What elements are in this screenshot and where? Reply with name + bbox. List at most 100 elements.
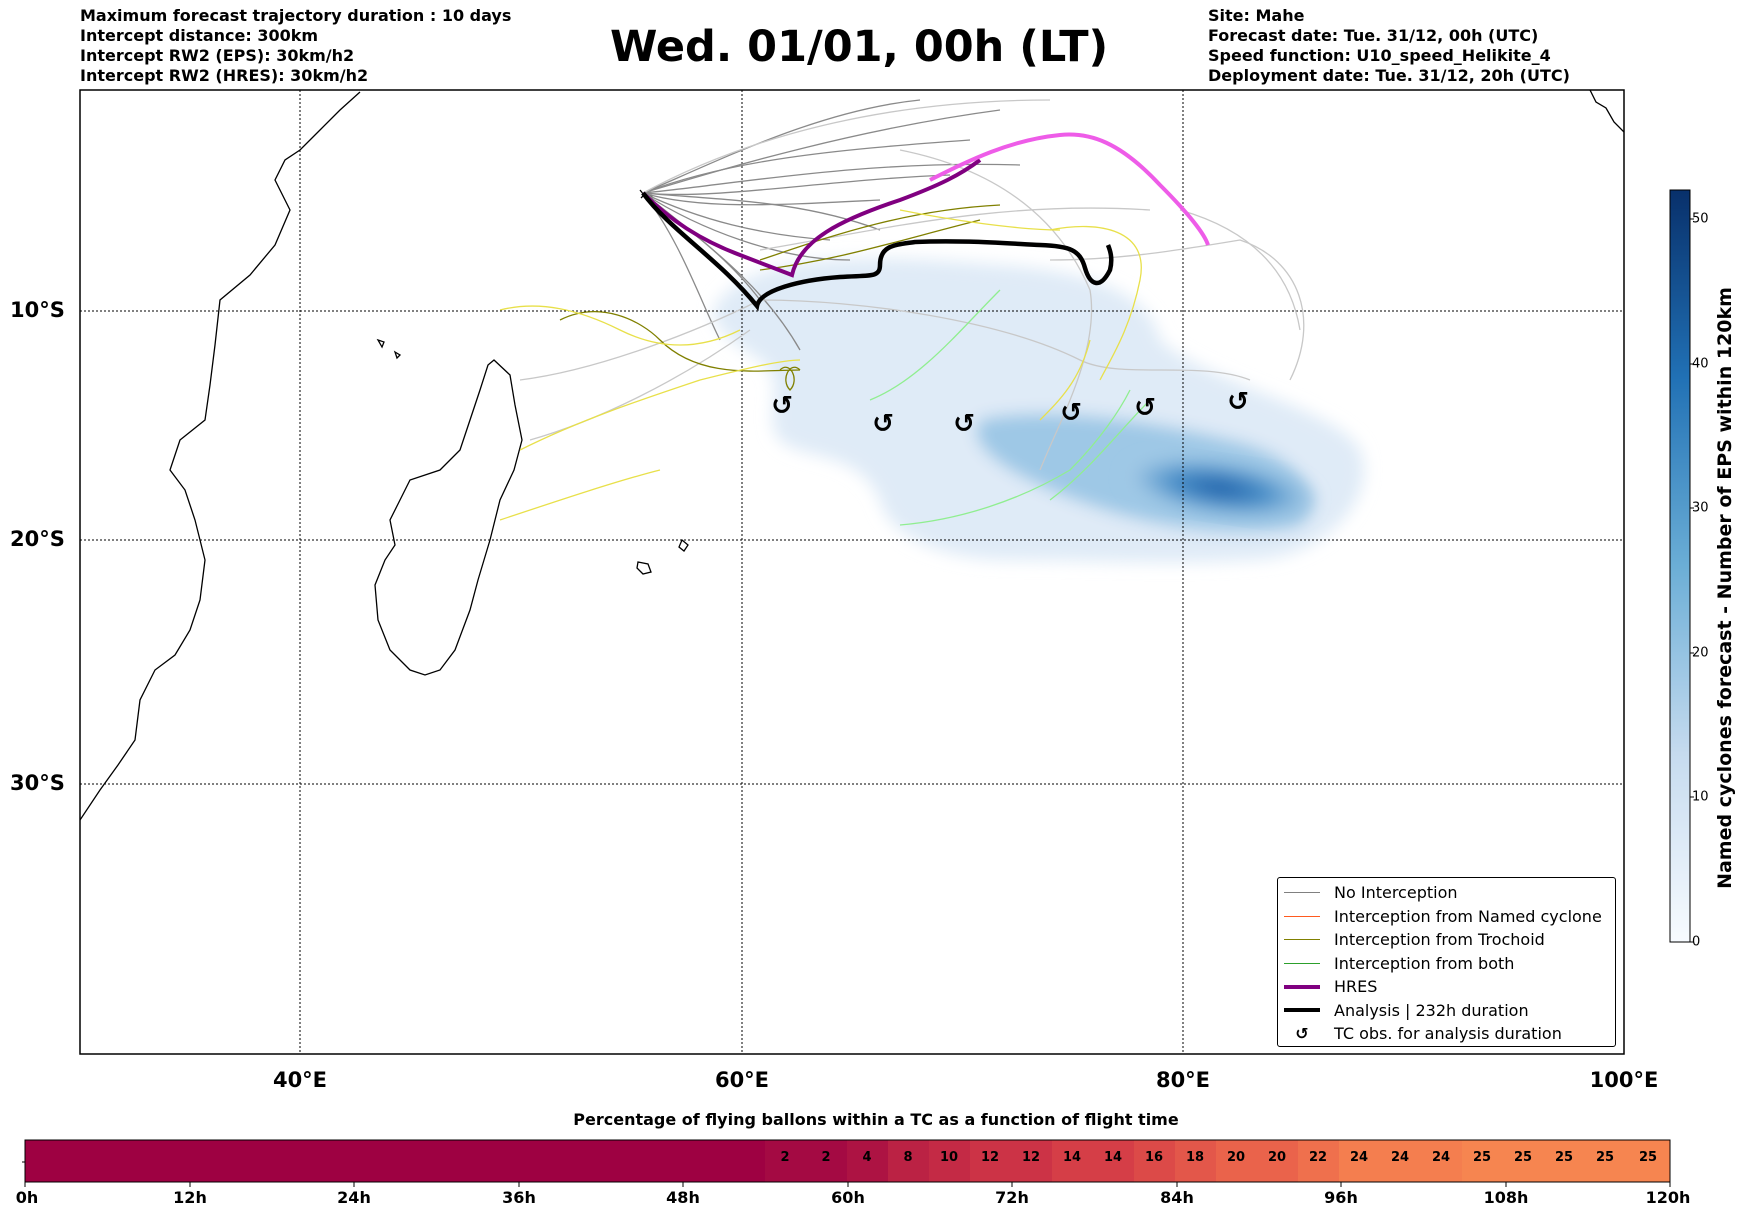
- hour-tick-label: 72h: [995, 1188, 1029, 1207]
- percentage-value: 20: [1267, 1150, 1287, 1165]
- percentage-bar-ticks: [24, 1182, 1671, 1187]
- percentage-value: 25: [1472, 1150, 1492, 1165]
- percentage-value: 24: [1390, 1150, 1410, 1165]
- legend-item-tc-obs: ↺ TC obs. for analysis duration: [1284, 1022, 1609, 1046]
- header-right-line: Speed function: U10_speed_Helikite_4: [1208, 46, 1551, 65]
- legend-label: Analysis | 232h duration: [1334, 1000, 1529, 1020]
- colorbar-tick-label: 10: [1692, 789, 1709, 805]
- header-left-line: Intercept distance: 300km: [80, 26, 319, 45]
- header-left-line: Maximum forecast trajectory duration : 1…: [80, 6, 512, 25]
- header-left: Maximum forecast trajectory duration : 1…: [80, 6, 511, 86]
- lon-label: 40°E: [272, 1068, 328, 1092]
- mauritius: [678, 538, 689, 552]
- eps-trajectories-both: [869, 289, 1151, 526]
- percentage-bar: [22, 1139, 1671, 1183]
- percentage-value: 24: [1349, 1150, 1369, 1165]
- legend-line-icon: [1284, 1008, 1320, 1013]
- legend-label: Interception from Trochoid: [1334, 930, 1545, 950]
- legend-item-no-interception: No Interception: [1284, 881, 1609, 905]
- tc-obs-icon: ↺: [1227, 387, 1249, 417]
- colorbar-tick-label: 50: [1692, 211, 1709, 227]
- colorbar-ticks: [1690, 218, 1694, 943]
- hour-tick-label: 96h: [1324, 1188, 1358, 1207]
- percentage-value: 2: [780, 1150, 790, 1165]
- legend-item-named-cyclone: Interception from Named cyclone: [1284, 905, 1609, 929]
- percentage-value: 8: [903, 1150, 913, 1165]
- map-area: ↺ ↺ ↺ ↺ ↺ ↺: [80, 90, 1624, 1054]
- header-left-line: Intercept RW2 (HRES): 30km/h2: [80, 66, 369, 85]
- hres-track-extension: [929, 132, 1210, 246]
- colorbar: [1669, 189, 1691, 943]
- map-frame: [79, 89, 1625, 1055]
- gridlines: [80, 90, 1624, 1054]
- hour-tick-label: 84h: [1160, 1188, 1194, 1207]
- tc-obs-icon: ↺: [1060, 398, 1082, 428]
- hres-track: [641, 158, 982, 278]
- header-right-line: Site: Mahe: [1208, 6, 1305, 25]
- percentage-value: 25: [1513, 1150, 1533, 1165]
- percentage-value: 25: [1638, 1150, 1658, 1165]
- percentage-bar-title: Percentage of flying ballons within a TC…: [573, 1110, 1179, 1129]
- legend-line-icon: [1284, 892, 1320, 894]
- legend-label: No Interception: [1334, 883, 1458, 903]
- lon-label: 60°E: [714, 1068, 770, 1092]
- hour-tick-label: 36h: [502, 1188, 536, 1207]
- lon-label: 100°E: [1589, 1068, 1659, 1092]
- tc-obs-icon: ↺: [1295, 1024, 1309, 1044]
- legend-label: Interception from both: [1334, 953, 1515, 973]
- legend-item-trochoid: Interception from Trochoid: [1284, 928, 1609, 952]
- tc-obs-icon: ↺: [872, 409, 894, 439]
- hour-tick-label: 120h: [1645, 1188, 1691, 1207]
- coastline: [80, 90, 1624, 821]
- legend-label: Interception from Named cyclone: [1334, 906, 1602, 926]
- percentage-value: 12: [1021, 1150, 1041, 1165]
- percentage-value: 25: [1554, 1150, 1574, 1165]
- lat-label: 30°S: [10, 771, 65, 795]
- lon-label: 80°E: [1155, 1068, 1211, 1092]
- percentage-value: 25: [1595, 1150, 1615, 1165]
- percentage-value: 20: [1226, 1150, 1246, 1165]
- tc-obs-symbols: ↺ ↺ ↺ ↺ ↺ ↺: [771, 387, 1249, 439]
- colorbar-tick-label: 20: [1692, 645, 1709, 661]
- comoros: [376, 338, 402, 360]
- colorbar-title: Named cyclones forecast - Number of EPS …: [1714, 287, 1736, 889]
- map-legend: No Interception Interception from Named …: [1277, 877, 1616, 1047]
- hour-tick-label: 48h: [666, 1188, 700, 1207]
- percentage-value: 14: [1062, 1150, 1082, 1165]
- hour-tick-label: 60h: [831, 1188, 865, 1207]
- percentage-value: 18: [1185, 1150, 1205, 1165]
- hour-tick-label: 24h: [337, 1188, 371, 1207]
- madagascar-coast: [374, 359, 523, 676]
- colorbar-tick-label: 40: [1692, 356, 1709, 372]
- colorbar-tick-label: 30: [1692, 500, 1709, 516]
- legend-line-icon: [1284, 962, 1320, 964]
- legend-line-icon: [1284, 984, 1320, 989]
- legend-item-both: Interception from both: [1284, 952, 1609, 976]
- header-right: Site: Mahe Forecast date: Tue. 31/12, 00…: [1208, 6, 1570, 86]
- hour-tick-label: 0h: [15, 1188, 39, 1207]
- header-left-line: Intercept RW2 (EPS): 30km/h2: [80, 46, 355, 65]
- legend-item-hres: HRES: [1284, 975, 1609, 999]
- tc-obs-icon: ↺: [1134, 393, 1156, 423]
- page-title: Wed. 01/01, 00h (LT): [610, 22, 1109, 72]
- tc-obs-icon: ↺: [771, 391, 793, 421]
- legend-label: TC obs. for analysis duration: [1334, 1024, 1562, 1044]
- percentage-value: 2: [821, 1150, 831, 1165]
- legend-line-icon: [1284, 915, 1320, 917]
- tc-obs-icon: ↺: [953, 409, 975, 439]
- legend-item-analysis: Analysis | 232h duration: [1284, 999, 1609, 1023]
- hour-tick-label: 12h: [173, 1188, 207, 1207]
- legend-line-icon: [1284, 939, 1320, 941]
- tc-density-core: [1125, 455, 1315, 521]
- colorbar-tick-label: 0: [1692, 934, 1701, 950]
- lat-label: 20°S: [10, 527, 65, 551]
- eps-trajectories-trochoid: [499, 204, 1142, 521]
- percentage-value: 16: [1144, 1150, 1164, 1165]
- header-right-line: Forecast date: Tue. 31/12, 00h (UTC): [1208, 26, 1539, 45]
- percentage-value: 10: [939, 1150, 959, 1165]
- africa-coast: [80, 91, 361, 821]
- reunion: [636, 561, 652, 575]
- analysis-track: [641, 191, 1114, 312]
- lat-label: 10°S: [10, 298, 65, 322]
